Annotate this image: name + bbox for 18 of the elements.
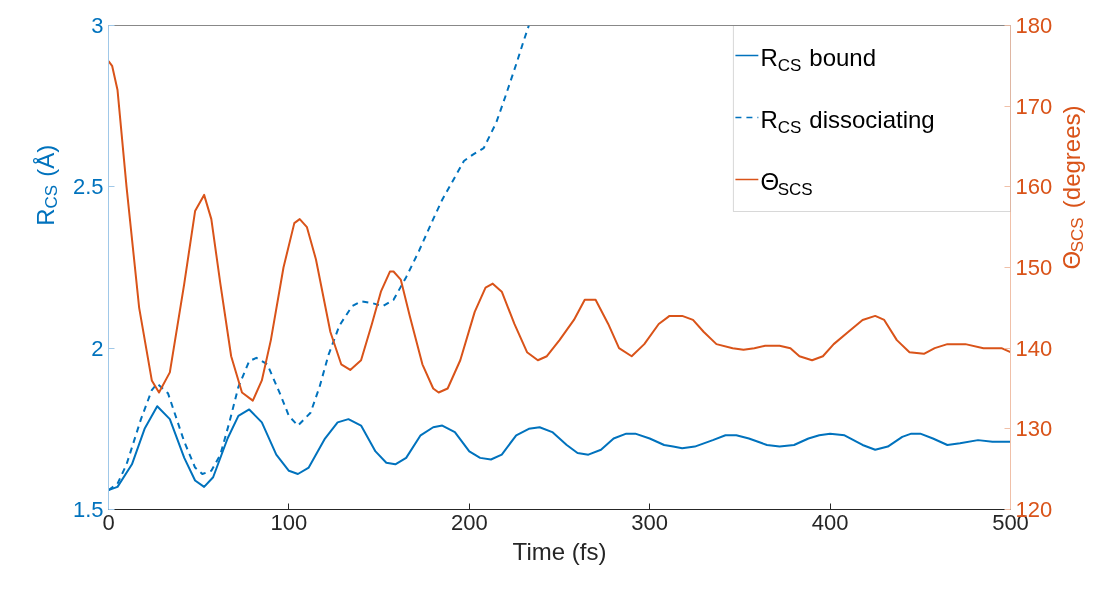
y-tick-label: 1.5	[72, 497, 104, 522]
y2-tick-label: 130	[1015, 416, 1053, 442]
x-tick-label: 200	[450, 509, 488, 535]
y-axis-title: RCS (Å)	[32, 144, 62, 226]
x-tick-label: 400	[811, 509, 849, 535]
x-axis-title: Time (fs)	[512, 537, 607, 565]
y2-axis-title: ΘSCS (degrees)	[1058, 105, 1088, 270]
y-tick-label: 2.5	[72, 174, 104, 200]
x-tick-label: 100	[270, 509, 308, 535]
y2-tick-label: 170	[1015, 93, 1053, 119]
y2-tick-label: 150	[1015, 255, 1053, 280]
y2-tick-label: 140	[1015, 335, 1053, 361]
y2-tick-label: 160	[1015, 174, 1053, 200]
x-tick-label: 300	[631, 509, 669, 535]
x-tick-label: 0	[102, 509, 115, 535]
y-tick-label: 2	[91, 335, 104, 361]
y2-tick-label: 180	[1015, 13, 1053, 38]
y-tick-label: 3	[91, 13, 104, 38]
